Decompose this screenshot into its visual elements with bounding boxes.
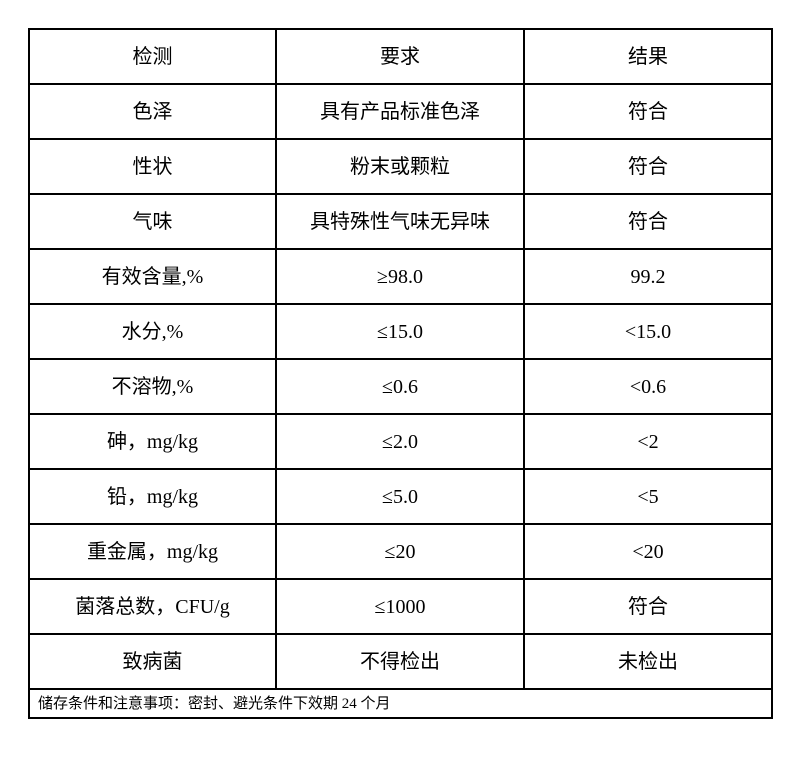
requirement-cell: ≤5.0 [275,468,525,525]
item-cell: 重金属，mg/kg [28,523,277,580]
table-row: 色泽 具有产品标准色泽 符合 [28,83,773,140]
table-row: 水分,% ≤15.0 <15.0 [28,303,773,360]
requirement-cell: ≥98.0 [275,248,525,305]
table-row: 重金属，mg/kg ≤20 <20 [28,523,773,580]
item-cell: 铅，mg/kg [28,468,277,525]
item-cell: 菌落总数，CFU/g [28,578,277,635]
storage-note: 储存条件和注意事项：密封、避光条件下效期 24 个月 [28,688,773,719]
table-row: 有效含量,% ≥98.0 99.2 [28,248,773,305]
item-cell: 砷，mg/kg [28,413,277,470]
item-cell: 有效含量,% [28,248,277,305]
item-cell: 致病菌 [28,633,277,690]
result-cell: <0.6 [523,358,773,415]
result-cell: <20 [523,523,773,580]
result-cell: 符合 [523,138,773,195]
result-cell: <2 [523,413,773,470]
header-row: 检测 要求 结果 [28,28,773,85]
table-row: 菌落总数，CFU/g ≤1000 符合 [28,578,773,635]
result-cell: <15.0 [523,303,773,360]
requirement-cell: 粉末或颗粒 [275,138,525,195]
requirement-cell: ≤15.0 [275,303,525,360]
inspection-spec-table: 检测 要求 结果 色泽 具有产品标准色泽 符合 性状 粉末或颗粒 符合 气味 具… [28,28,773,719]
table-row: 不溶物,% ≤0.6 <0.6 [28,358,773,415]
requirement-cell: 不得检出 [275,633,525,690]
header-requirement: 要求 [275,28,525,85]
requirement-cell: 具特殊性气味无异味 [275,193,525,250]
table-row: 砷，mg/kg ≤2.0 <2 [28,413,773,470]
item-cell: 不溶物,% [28,358,277,415]
requirement-cell: ≤2.0 [275,413,525,470]
result-cell: 符合 [523,193,773,250]
result-cell: 99.2 [523,248,773,305]
item-cell: 色泽 [28,83,277,140]
requirement-cell: ≤0.6 [275,358,525,415]
item-cell: 气味 [28,193,277,250]
result-cell: <5 [523,468,773,525]
result-cell: 符合 [523,83,773,140]
item-cell: 性状 [28,138,277,195]
requirement-cell: 具有产品标准色泽 [275,83,525,140]
storage-note-row: 储存条件和注意事项：密封、避光条件下效期 24 个月 [28,688,773,719]
header-item: 检测 [28,28,277,85]
table-row: 气味 具特殊性气味无异味 符合 [28,193,773,250]
header-result: 结果 [523,28,773,85]
requirement-cell: ≤1000 [275,578,525,635]
result-cell: 未检出 [523,633,773,690]
table-row: 性状 粉末或颗粒 符合 [28,138,773,195]
table-row: 致病菌 不得检出 未检出 [28,633,773,690]
result-cell: 符合 [523,578,773,635]
item-cell: 水分,% [28,303,277,360]
table-row: 铅，mg/kg ≤5.0 <5 [28,468,773,525]
requirement-cell: ≤20 [275,523,525,580]
